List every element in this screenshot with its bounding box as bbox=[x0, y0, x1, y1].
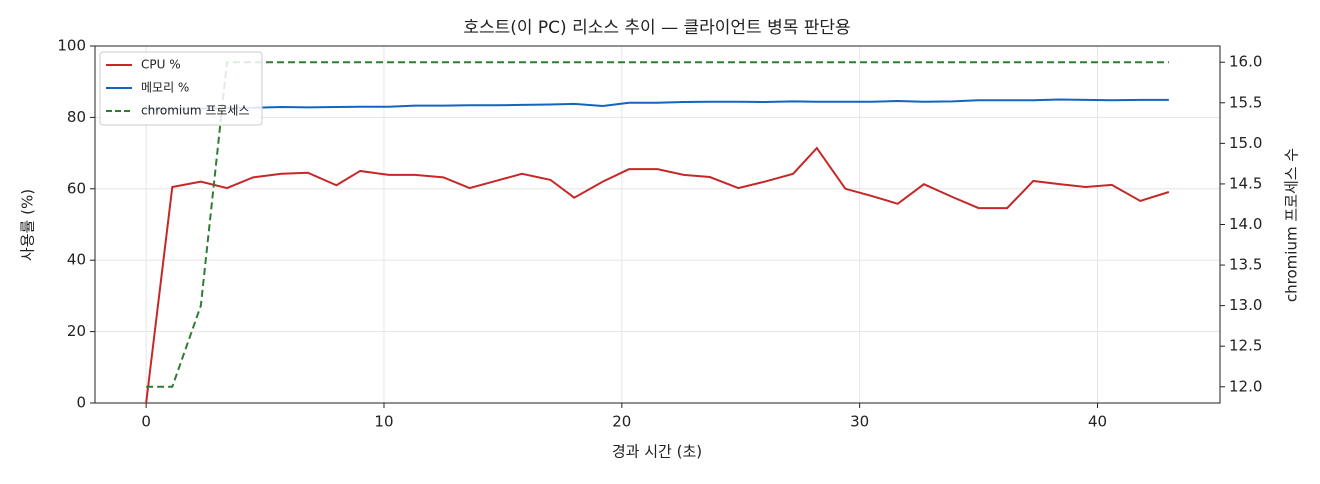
y-axis-label: 사용률 (%) bbox=[19, 189, 37, 261]
y-tick-label: 0 bbox=[76, 394, 86, 412]
y-tick-label: 20 bbox=[67, 322, 86, 340]
y2-tick-label: 14.0 bbox=[1229, 215, 1262, 233]
x-tick-label: 40 bbox=[1088, 413, 1107, 431]
series-line bbox=[145, 146, 1170, 404]
y-tick-label: 60 bbox=[67, 179, 86, 197]
y2-axis-label: chromium 프로세스 수 bbox=[1283, 148, 1301, 302]
y-tick-label: 40 bbox=[67, 251, 86, 269]
y-tick-label: 80 bbox=[67, 108, 86, 126]
plot-frame bbox=[94, 45, 1221, 404]
y2-tick-label: 15.5 bbox=[1229, 93, 1262, 111]
y-tick-label: 100 bbox=[57, 37, 86, 55]
chart-title: 호스트(이 PC) 리소스 추이 — 클라이언트 병목 판단용 bbox=[463, 18, 850, 38]
x-tick-label: 10 bbox=[374, 413, 393, 431]
x-axis-label: 경과 시간 (초) bbox=[612, 443, 702, 461]
y2-tick-label: 15.0 bbox=[1229, 134, 1262, 152]
y2-tick-label: 13.0 bbox=[1229, 296, 1262, 314]
legend-label: chromium 프로세스 bbox=[141, 104, 250, 118]
series-line bbox=[146, 61, 1169, 388]
x-tick-label: 30 bbox=[850, 413, 869, 431]
y2-tick-label: 14.5 bbox=[1229, 174, 1262, 192]
y2-tick-label: 13.5 bbox=[1229, 256, 1262, 274]
x-tick-label: 0 bbox=[141, 413, 151, 431]
series-line bbox=[146, 98, 1169, 111]
legend-box bbox=[99, 51, 263, 126]
y2-tick-label: 12.5 bbox=[1229, 337, 1262, 355]
y2-tick-label: 16.0 bbox=[1229, 53, 1262, 71]
legend-label: 메모리 % bbox=[141, 81, 189, 95]
legend-label: CPU % bbox=[141, 58, 181, 72]
x-tick-label: 20 bbox=[612, 413, 631, 431]
y2-tick-label: 12.0 bbox=[1229, 377, 1262, 395]
